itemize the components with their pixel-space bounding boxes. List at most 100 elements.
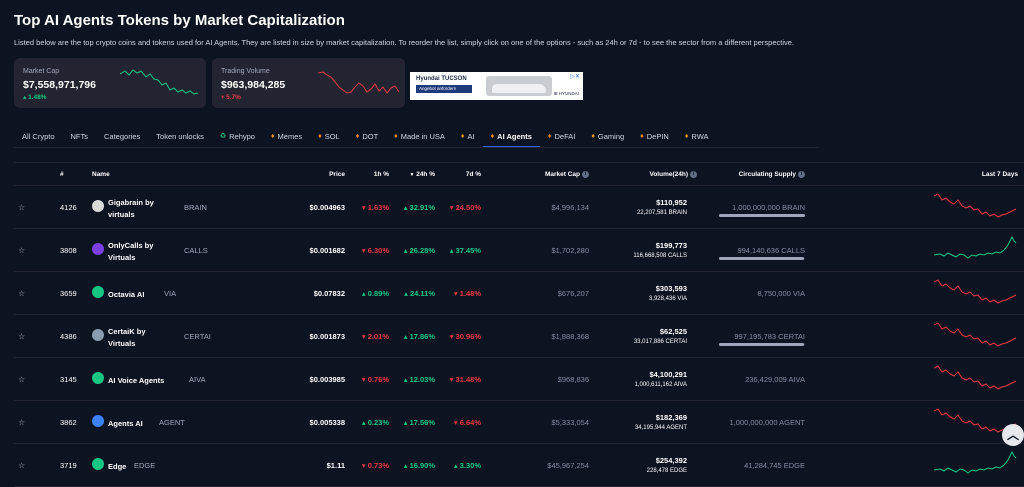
coin-name[interactable]: Gigabrain by virtuals <box>108 198 154 219</box>
tab-defai[interactable]: ♦ DeFAI <box>540 127 583 147</box>
table-row[interactable]: ☆ 3719 Edge EDGE $1.11 ▾ 0.73% ▴ 16.90% … <box>14 444 1024 487</box>
tab-categories[interactable]: Categories <box>104 132 141 141</box>
volume-usd[interactable]: $182,369 <box>655 413 687 422</box>
tab-nfts[interactable]: NFTs <box>70 132 89 141</box>
volume-usd[interactable]: $62,525 <box>659 327 687 336</box>
table-row[interactable]: ☆ 4386 CertaiK by Virtuals CERTAI $0.0018… <box>14 315 1024 358</box>
table-row[interactable]: ☆ 3808 OnlyCalls by Virtuals CALLS $0.001… <box>14 229 1024 272</box>
market-cap: $45,967,254 <box>547 461 589 470</box>
coin-logo-icon <box>92 372 104 384</box>
col-circulating-supply[interactable]: Circulating Supply i <box>739 171 805 178</box>
info-icon[interactable]: i <box>582 171 589 178</box>
fire-icon: ♦ <box>394 133 398 140</box>
star-icon[interactable]: ☆ <box>18 203 26 212</box>
tab-made-in-usa[interactable]: ♦ Made in USA <box>386 127 453 147</box>
volume-usd[interactable]: $254,392 <box>655 456 687 465</box>
change-1h: ▾ 2.01% <box>361 332 389 341</box>
change-24h: ▴ 32.91% <box>403 203 435 212</box>
star-icon[interactable]: ☆ <box>18 375 26 384</box>
col-market-cap[interactable]: Market Cap i <box>545 171 589 178</box>
sparkline-7d <box>934 322 1017 347</box>
col-name[interactable]: Name <box>92 171 110 178</box>
tab-ai[interactable]: ♦ AI <box>453 127 483 147</box>
volume-usd[interactable]: $303,593 <box>655 284 687 293</box>
market-cap: $676,207 <box>557 289 589 298</box>
coin-name[interactable]: Octavia AI <box>108 290 145 299</box>
volume-usd[interactable]: $199,773 <box>655 241 687 250</box>
tab-ai-agents[interactable]: ♦ AI Agents <box>482 127 540 147</box>
supply-progress-bar <box>719 214 805 217</box>
supply-progress-fill <box>719 343 805 346</box>
star-icon[interactable]: ☆ <box>18 418 26 427</box>
coin-name[interactable]: CertaiK by Virtuals <box>108 327 146 348</box>
tab-rwa[interactable]: ♦ RWA <box>677 127 717 147</box>
fire-icon: ♦ <box>318 133 322 140</box>
volume-usd[interactable]: $110,952 <box>656 198 687 207</box>
volume-tokens: 3,928,436 VIA <box>648 296 687 302</box>
coin-logo-icon <box>92 458 104 470</box>
table-row[interactable]: ☆ 3145 AI Voice Agents AIVA $0.003985 ▾ … <box>14 358 1024 401</box>
table-row[interactable]: ☆ 4126 Gigabrain by virtuals BRAIN $0.004… <box>14 186 1024 229</box>
coin-logo-icon <box>92 243 104 255</box>
tab-all-crypto[interactable]: All Crypto <box>22 132 55 141</box>
sparkline-7d <box>934 450 1017 474</box>
trading-volume-value: $963,984,285 <box>221 79 286 91</box>
sparkline-7d <box>934 365 1017 390</box>
rank: 4126 <box>60 203 77 212</box>
col-price[interactable]: Price <box>329 171 345 178</box>
category-tabs: All Crypto NFTs Categories Token unlocks… <box>14 127 717 147</box>
coin-name[interactable]: Edge <box>108 462 127 471</box>
change-1h: ▾ 0.76% <box>361 375 389 384</box>
star-icon[interactable]: ☆ <box>18 461 26 470</box>
change-24h: ▴ 12.03% <box>403 375 435 384</box>
table-row[interactable]: ☆ 3659 Octavia AI VIA $0.07832 ▴ 0.89% ▴… <box>14 272 1024 315</box>
col-24h[interactable]: ▼ 24h % <box>409 171 435 178</box>
table-header: # Name Price 1h % ▼ 24h % 7d % Market Ca… <box>14 162 1024 186</box>
table-row[interactable]: ☆ 3862 Agents AI AGENT $0.005338 ▴ 0.23%… <box>14 401 1024 444</box>
volume-tokens: 34,195,944 AGENT <box>634 425 687 431</box>
price: $0.07832 <box>313 289 345 298</box>
info-icon[interactable]: i <box>690 171 697 178</box>
col-volume[interactable]: Volume(24h) i <box>649 171 697 178</box>
ad-logo: ⊞ HYUNDAI <box>553 91 579 96</box>
volume-tokens: 22,207,581 BRAIN <box>636 210 687 216</box>
price: $0.001682 <box>309 246 345 255</box>
change-7d: ▾ 31.48% <box>449 375 481 384</box>
tab-gaming[interactable]: ♦ Gaming <box>583 127 632 147</box>
ad-close-icon[interactable]: ▷✕ <box>570 74 580 80</box>
sparkline-7d <box>934 193 1017 218</box>
tab-memes[interactable]: ♦ Memes <box>263 127 310 147</box>
price: $1.11 <box>326 461 345 470</box>
fire-icon: ♦ <box>460 133 465 140</box>
col-last-7-days: Last 7 Days <box>981 171 1018 178</box>
tab-depin[interactable]: ♦ DePIN <box>632 127 677 147</box>
col-1h[interactable]: 1h % <box>373 171 389 178</box>
price: $0.001873 <box>309 332 345 341</box>
tab-dot[interactable]: ♦ DOT <box>348 127 386 147</box>
coin-symbol: AGENT <box>159 418 185 427</box>
fire-icon: ♦ <box>355 133 360 140</box>
change-1h: ▾ 0.73% <box>361 461 389 470</box>
ad-cta-button[interactable]: Angebot anfordern <box>416 85 472 93</box>
change-1h: ▾ 6.30% <box>361 246 389 255</box>
col-rank[interactable]: # <box>60 171 64 178</box>
coin-name[interactable]: AI Voice Agents <box>108 376 165 385</box>
advertisement-banner[interactable]: Hyundai TUCSON Angebot anfordern ▷✕ ⊞ HY… <box>410 72 583 100</box>
tab-token-unlocks[interactable]: Token unlocks <box>156 132 204 141</box>
trading-volume-card[interactable]: Trading Volume $963,984,285 ▾ 5.7% <box>212 58 405 108</box>
price: $0.005338 <box>309 418 345 427</box>
star-icon[interactable]: ☆ <box>18 246 26 255</box>
supply-progress-fill <box>719 214 805 217</box>
market-cap-card[interactable]: Market Cap $7,558,971,796 ▴ 1.48% <box>14 58 206 108</box>
coin-name[interactable]: OnlyCalls by Virtuals <box>108 241 154 262</box>
col-7d[interactable]: 7d % <box>465 171 481 178</box>
info-icon[interactable]: i <box>798 171 805 178</box>
tab-rehypo[interactable]: ♻ Rehypo <box>212 127 263 147</box>
star-icon[interactable]: ☆ <box>18 289 26 298</box>
scroll-top-button[interactable]: ︿ <box>1002 424 1024 446</box>
coin-name[interactable]: Agents AI <box>108 419 143 428</box>
star-icon[interactable]: ☆ <box>18 332 26 341</box>
tab-sol[interactable]: ♦ SOL <box>310 127 348 147</box>
volume-usd[interactable]: $4,100,291 <box>649 370 687 379</box>
change-7d: ▾ 1.48% <box>453 289 481 298</box>
